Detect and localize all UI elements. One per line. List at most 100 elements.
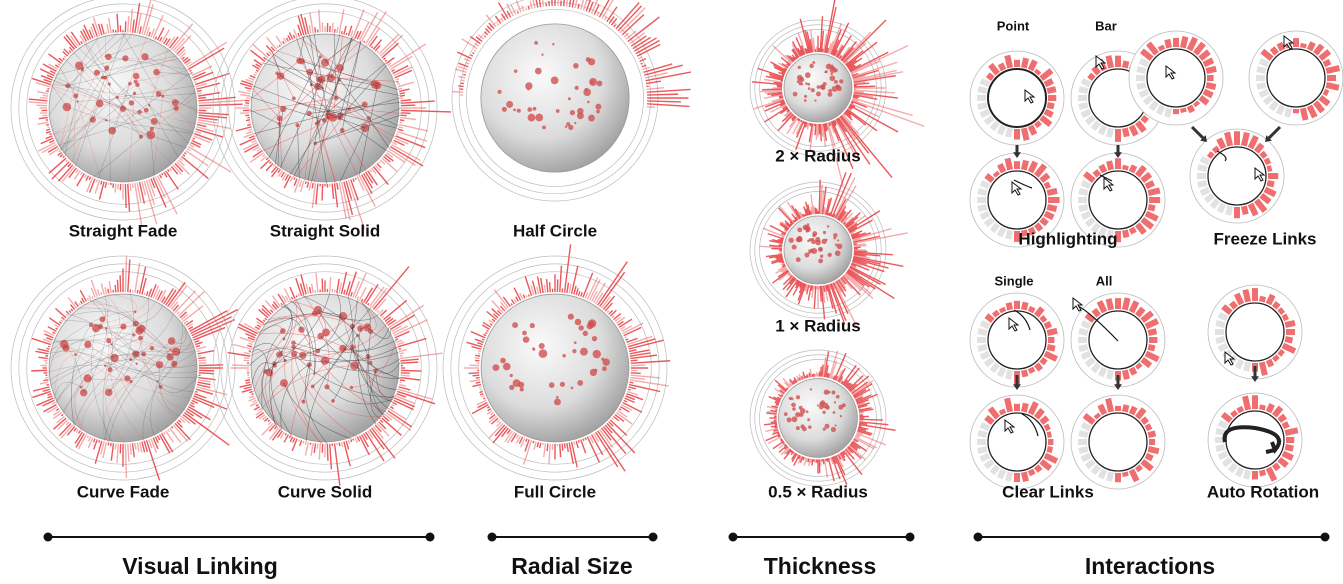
bar [1279, 310, 1283, 313]
bar [355, 178, 356, 180]
bar [357, 297, 358, 300]
bar [981, 425, 989, 429]
bar [311, 443, 313, 456]
bar [267, 53, 270, 56]
city [805, 72, 811, 78]
bar [1161, 46, 1163, 50]
bar [101, 181, 102, 185]
bar [1045, 213, 1053, 217]
city [520, 387, 524, 391]
bar [1079, 331, 1088, 333]
bar [144, 293, 145, 295]
bar [1148, 449, 1159, 451]
bar [511, 299, 514, 303]
bar [1000, 368, 1004, 376]
bar [115, 444, 116, 450]
bar [319, 444, 320, 460]
bar [1109, 161, 1111, 170]
bar [858, 408, 860, 409]
bar [1272, 48, 1277, 54]
bar [382, 43, 399, 58]
rule-end [1321, 533, 1330, 542]
city [502, 107, 507, 112]
bar [396, 136, 426, 148]
city [804, 99, 807, 102]
inner-circle [1089, 413, 1147, 471]
bar [346, 33, 347, 35]
bar [1244, 133, 1247, 146]
mini-globe [970, 395, 1064, 489]
bar [303, 441, 304, 443]
bar [490, 413, 493, 415]
bar [286, 38, 288, 42]
bar [49, 149, 59, 155]
bar [1000, 470, 1004, 478]
bar [480, 389, 482, 390]
bar [262, 62, 264, 63]
bar [337, 183, 338, 190]
bar [501, 19, 503, 22]
city [827, 225, 829, 227]
bar [1082, 455, 1090, 459]
city [580, 348, 588, 356]
bar [1024, 472, 1026, 481]
bar [1238, 360, 1242, 368]
city [808, 425, 811, 428]
bar [198, 118, 217, 120]
bar [87, 436, 88, 438]
bar [1262, 470, 1263, 475]
bar [493, 426, 507, 443]
bar [262, 155, 265, 157]
bar [390, 407, 393, 409]
bar [1045, 81, 1053, 85]
bar [238, 91, 250, 93]
bar [994, 312, 997, 316]
bar [400, 118, 416, 120]
bar [1101, 368, 1105, 376]
bar [42, 400, 54, 406]
bar [488, 409, 491, 411]
bar [337, 279, 339, 293]
bar [859, 419, 882, 420]
bar [306, 182, 307, 184]
bar [266, 45, 273, 52]
bar [1125, 370, 1127, 379]
bar [565, 443, 566, 448]
bar [489, 423, 503, 438]
bar [399, 125, 428, 131]
city [792, 245, 797, 250]
city [812, 61, 815, 64]
bar [128, 16, 129, 32]
bar [399, 385, 406, 386]
bar [351, 439, 352, 442]
bar [581, 292, 583, 296]
inner-circle [988, 69, 1046, 127]
bar [396, 339, 398, 340]
city [789, 397, 792, 400]
bar [196, 346, 200, 347]
bar [370, 429, 384, 449]
city [592, 336, 597, 341]
bar [1045, 426, 1050, 428]
bar [547, 444, 548, 451]
bar [401, 113, 411, 114]
bar [265, 318, 267, 319]
bar [240, 113, 249, 114]
bar [1125, 472, 1126, 476]
bar [534, 442, 536, 450]
bar [981, 81, 989, 85]
bar [978, 105, 987, 107]
bar [1125, 298, 1128, 310]
bar [544, 443, 546, 457]
bar [364, 41, 365, 43]
bar [1219, 139, 1224, 148]
bar [285, 433, 286, 435]
bar [1036, 364, 1040, 370]
bar [630, 378, 645, 380]
city [793, 92, 798, 97]
bar [240, 95, 250, 97]
bar [470, 380, 480, 382]
city [539, 343, 545, 349]
bar [1268, 360, 1271, 366]
bar [284, 435, 288, 443]
